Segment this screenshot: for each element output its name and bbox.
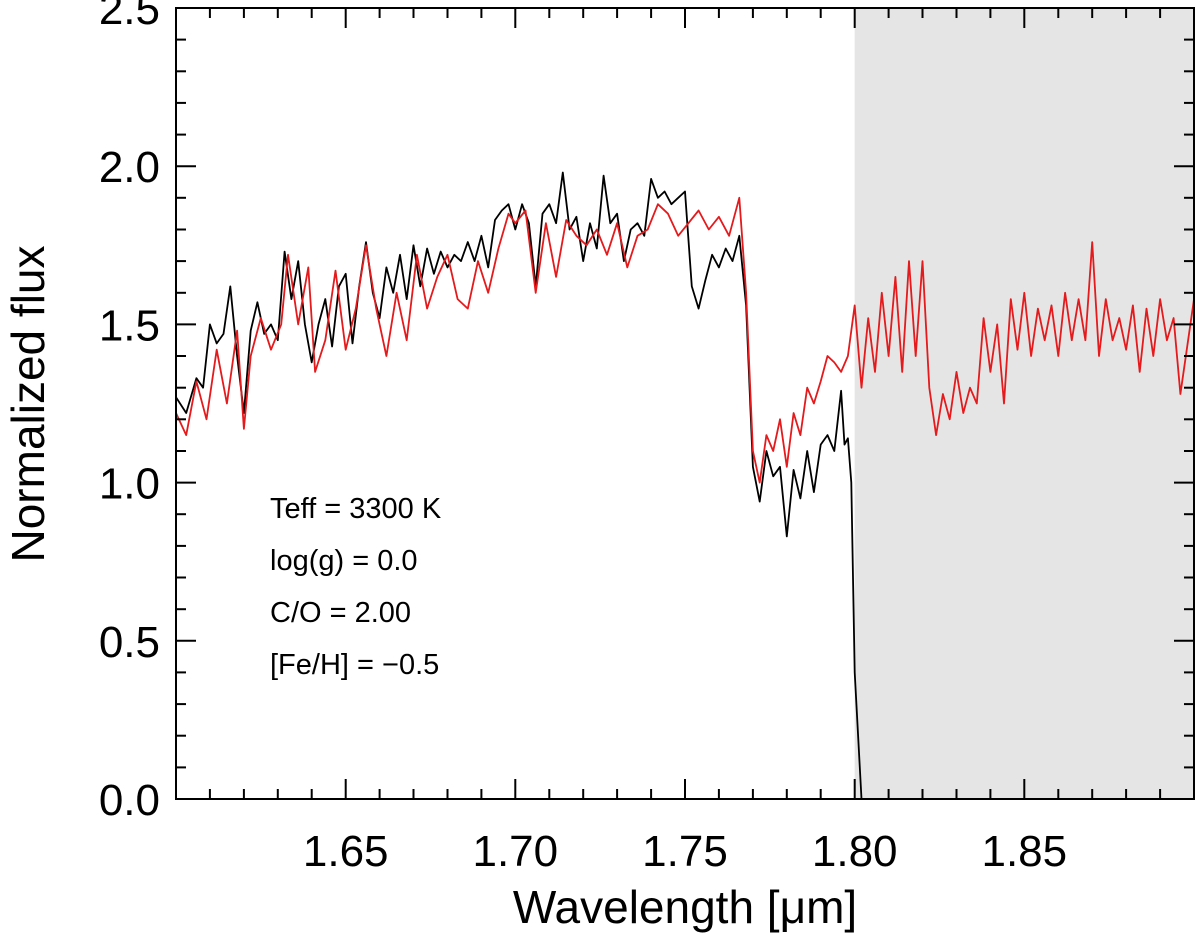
tick-labels: 1.65 1.70 1.75 1.80 1.85 0.0 0.5 1.0 1.5 2.0 2.5 bbox=[99, 0, 1067, 876]
y-tick-label: 0.0 bbox=[99, 776, 160, 825]
annotation-feh: [Fe/H] = −0.5 bbox=[270, 649, 439, 681]
series-layer bbox=[176, 171, 1194, 799]
annotation-logg: log(g) = 0.0 bbox=[270, 545, 418, 577]
y-tick-label: 2.0 bbox=[99, 143, 160, 192]
y-tick-label: 1.5 bbox=[99, 301, 160, 350]
x-tick-label: 1.75 bbox=[642, 827, 728, 876]
x-tick-label: 1.70 bbox=[472, 827, 558, 876]
y-axis-title: Normalized flux bbox=[2, 246, 54, 563]
x-tick-label: 1.85 bbox=[981, 827, 1067, 876]
parameter-annotations: Teff = 3300 K log(g) = 0.0 C/O = 2.00 [F… bbox=[270, 493, 442, 681]
tick-layer bbox=[175, 7, 1195, 800]
y-tick-label: 1.0 bbox=[99, 460, 160, 509]
x-tick-label: 1.65 bbox=[303, 827, 389, 876]
annotation-teff: Teff = 3300 K bbox=[270, 493, 442, 525]
y-tick-label: 2.5 bbox=[99, 0, 160, 34]
x-axis-title: Wavelength [μm] bbox=[513, 881, 857, 933]
shaded-region bbox=[854, 8, 1194, 799]
x-tick-label: 1.80 bbox=[812, 827, 898, 876]
y-tick-label: 0.5 bbox=[99, 618, 160, 667]
series-observed bbox=[176, 171, 863, 799]
series-model bbox=[176, 196, 1194, 484]
annotation-co: C/O = 2.00 bbox=[270, 597, 411, 629]
